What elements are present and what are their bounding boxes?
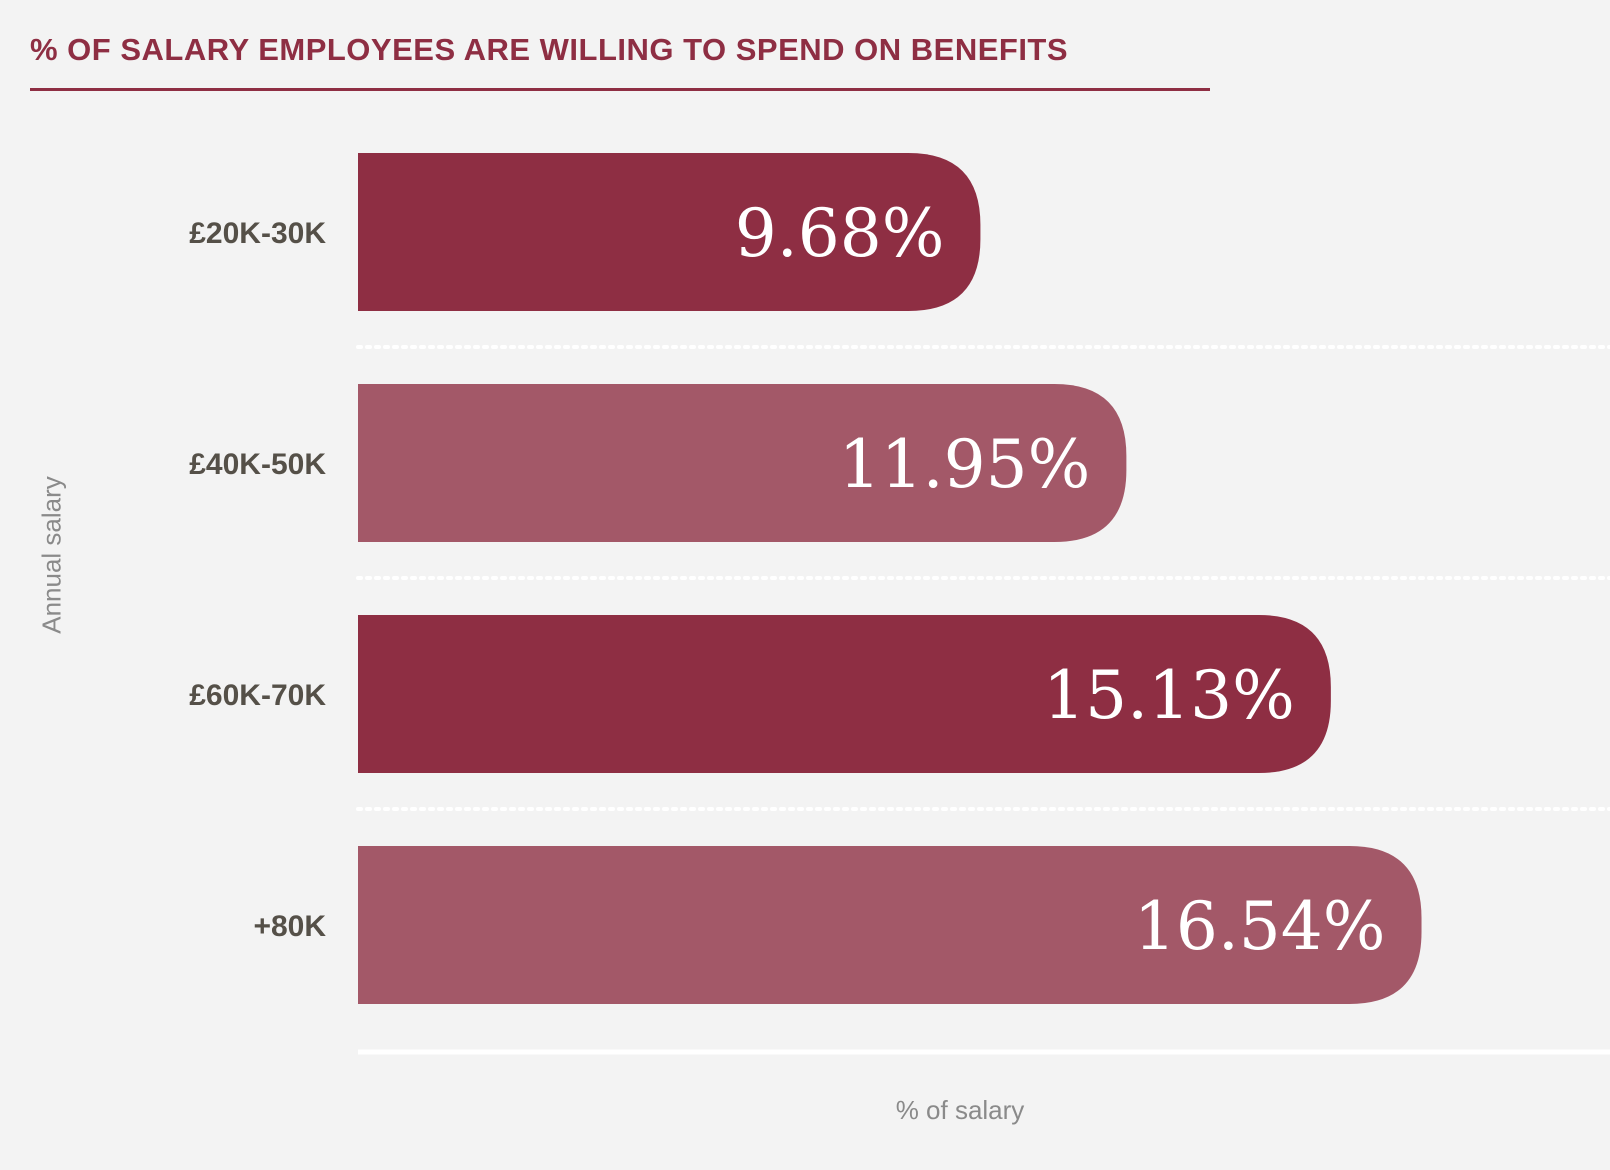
bar xyxy=(358,615,1331,773)
value-label: 16.54% xyxy=(1134,888,1386,965)
category-label: £60K-70K xyxy=(189,679,326,712)
category-label: +80K xyxy=(253,910,326,943)
x-axis-label: % of salary xyxy=(895,1095,1025,1125)
value-label: 9.68% xyxy=(735,195,945,272)
category-label: £40K-50K xyxy=(189,448,326,481)
bar xyxy=(358,384,1127,542)
chart-title: % OF SALARY EMPLOYEES ARE WILLING TO SPE… xyxy=(30,32,1069,67)
bar xyxy=(358,846,1422,1004)
bar xyxy=(358,153,981,311)
category-label: £20K-30K xyxy=(189,217,326,250)
value-label: 11.95% xyxy=(839,426,1091,503)
value-label: 15.13% xyxy=(1043,657,1295,734)
title-underline xyxy=(30,88,1210,91)
